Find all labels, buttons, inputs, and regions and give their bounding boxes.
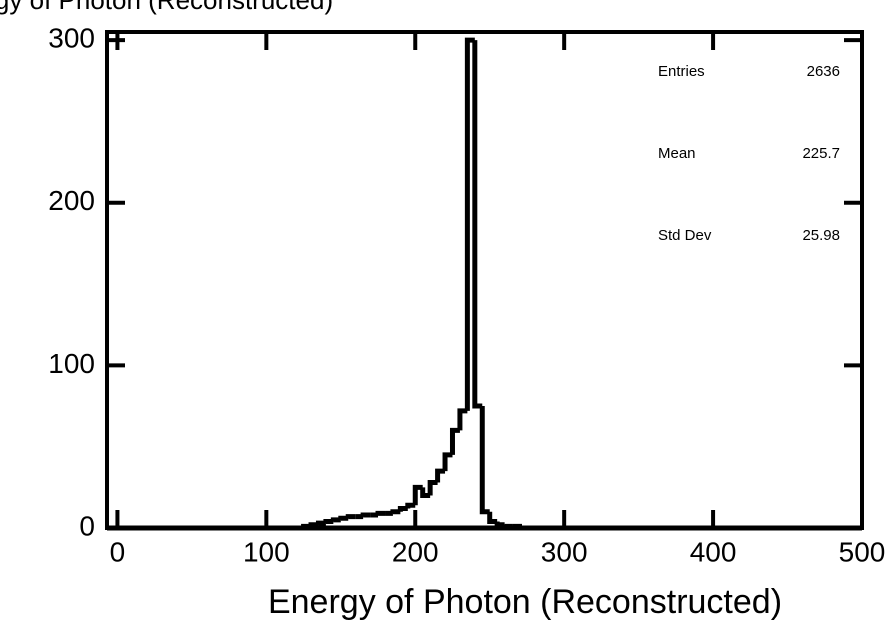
histogram-bin [397,505,408,512]
y-tick-label: 200 [48,185,95,216]
histogram-bin [315,520,326,526]
stat-value: 225.7 [802,145,840,162]
x-tick-label: 100 [243,536,290,567]
histogram-bin [323,518,334,524]
histogram-bin [338,515,349,521]
histogram-bin [494,521,505,528]
y-tick-label: 100 [48,348,95,379]
x-tick-label: 500 [839,536,886,567]
stat-label: Entries [658,63,705,80]
plot-frame [105,30,864,530]
stat-value: 2636 [807,63,840,80]
histogram-bin [375,510,386,516]
stat-label: Mean [658,145,696,162]
histogram-bin [427,479,438,496]
histogram-bin [345,514,356,520]
x-tick-label: 400 [690,536,737,567]
histogram-bin [487,511,498,524]
histogram-bin [442,452,453,472]
histogram-bin [479,406,490,515]
chart-title: Energy of Photon (Reconstructed) [0,0,333,15]
x-tick-label: 0 [110,536,126,567]
histogram-bin [405,502,416,509]
histogram-bin [457,408,468,431]
y-tick-label: 0 [79,510,95,541]
x-tick-label: 300 [541,536,588,567]
histogram-bin [449,427,460,455]
histogram-bin [390,509,401,515]
histogram-bin [472,40,483,409]
stat-label: Std Dev [658,227,712,244]
x-tick-label: 200 [392,536,439,567]
histogram-bin [330,517,341,523]
histogram-bin [412,484,423,506]
stat-value: 25.98 [802,227,840,244]
histogram-bin [464,37,475,411]
histogram-bin [360,512,371,518]
y-tick-label: 300 [48,23,95,54]
x-axis-label: Energy of Photon (Reconstructed) [268,583,782,621]
histogram-bin [435,468,446,483]
